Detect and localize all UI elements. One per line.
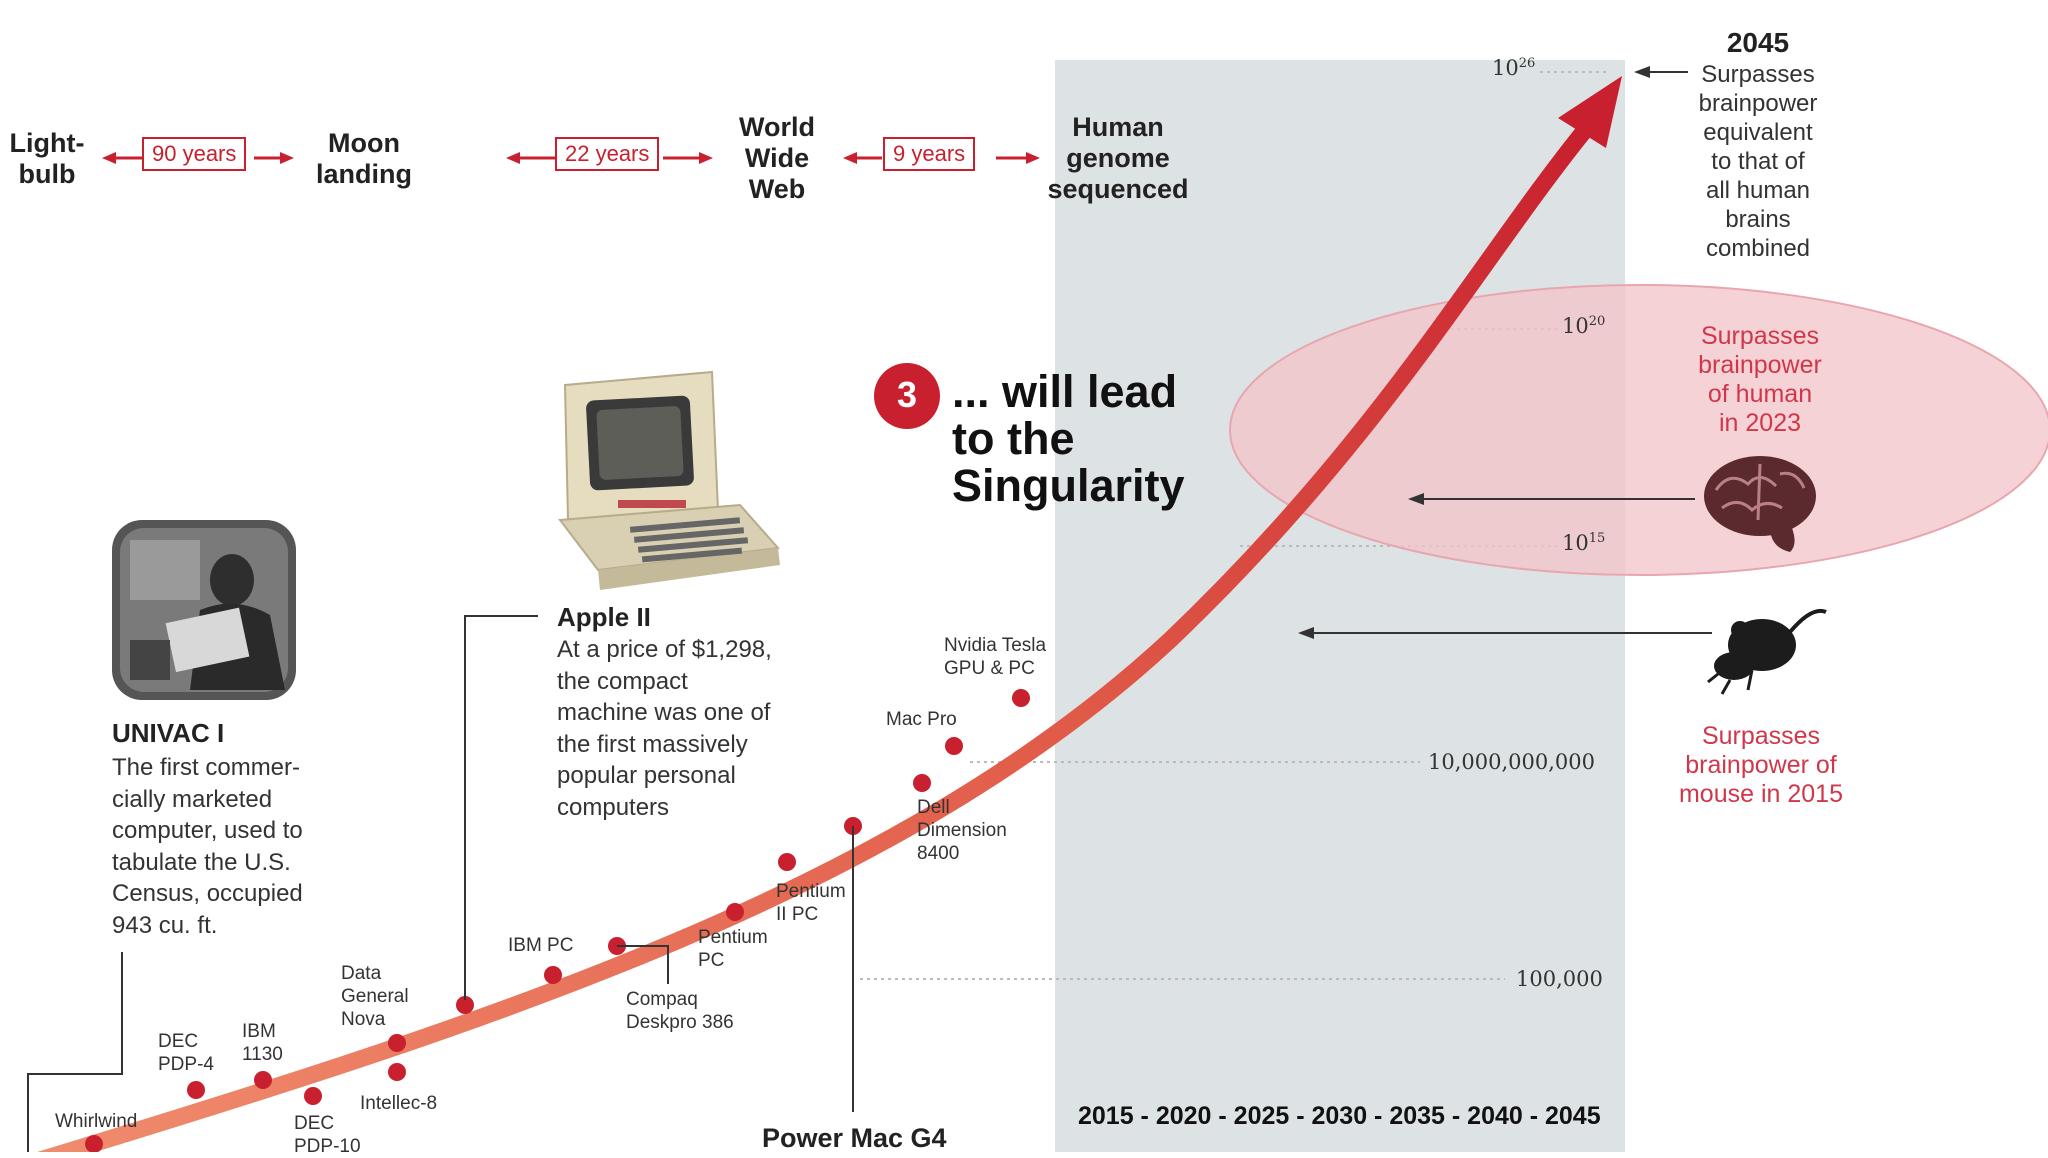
label-pentium-pc: Pentium PC [698, 927, 768, 971]
label-data-general-nova: Data General Nova [341, 963, 409, 1030]
label-whirlwind: Whirlwind [55, 1111, 138, 1132]
data-points [85, 689, 1030, 1152]
milestone-moon-landing: Moon landing [316, 128, 412, 189]
axis-label-ten-billion: 10,000,000,000 [1428, 750, 1595, 774]
human-brain-zone [1229, 284, 2048, 576]
note-human-brainpower: Surpasses brainpower of human in 2023 [1698, 322, 1822, 437]
year-2045-heading: 2045 [1726, 27, 1790, 58]
callout-number: 3 [896, 374, 918, 415]
point-whirlwind [85, 1135, 103, 1152]
interval-9-years: 9 years [883, 137, 976, 171]
point-dec-pdp-10 [304, 1087, 322, 1105]
note-mouse-brainpower: Surpasses brainpower of mouse in 2015 [1678, 722, 1843, 808]
univac-title: UNIVAC I [112, 718, 225, 748]
milestone-arrows [102, 152, 1040, 164]
point-ibm-pc [544, 966, 562, 984]
point-dec-pdp-4 [187, 1081, 205, 1099]
growth-curve [37, 121, 1594, 1152]
axis-label-hundred-thousand: 100,000 [1516, 967, 1603, 991]
point-pentium-pc [726, 903, 744, 921]
label-dell-dimension-8400: Dell Dimension 8400 [917, 797, 1007, 864]
point-data-general-nova [388, 1034, 406, 1052]
univac-photo [112, 520, 296, 700]
axis-label-1e26: 1026 [1492, 56, 1536, 80]
label-mac-pro: Mac Pro [886, 709, 957, 730]
callout-circle [874, 363, 940, 429]
point-dell-dimension [913, 774, 931, 792]
point-ibm-1130 [254, 1071, 272, 1089]
point-nvidia-tesla [1012, 689, 1030, 707]
univac-description: The first commer- cially marketed comput… [112, 754, 303, 939]
interval-90-years: 90 years [142, 137, 247, 171]
note-all-human-brains: Surpasses brainpower equivalent to that … [1698, 61, 1818, 262]
mouse-icon [1707, 609, 1827, 695]
label-power-mac-g4: Power Mac G4 [762, 1123, 947, 1153]
label-ibm-1130: IBM 1130 [242, 1021, 283, 1065]
axis-label-1e15: 1015 [1562, 531, 1606, 555]
label-nvidia-tesla: Nvidia Tesla GPU & PC [944, 635, 1047, 679]
label-intellec-8: Intellec-8 [360, 1093, 438, 1114]
brain-icon [1704, 456, 1816, 552]
year-axis-labels: 2015 - 2020 - 2025 - 2030 - 2035 - 2040 … [1078, 1102, 1601, 1130]
apple-ii-description: At a price of $1,298, the compact machin… [557, 636, 772, 821]
milestone-lightbulb: Light- bulb [9, 128, 85, 189]
label-ibm-pc: IBM PC [508, 935, 574, 956]
axis-label-1e20: 1020 [1562, 314, 1606, 338]
pointer-arrows [1298, 66, 1712, 639]
apple-ii-image [558, 370, 781, 590]
leader-lines [27, 615, 854, 1152]
future-band [1055, 60, 1625, 1152]
point-pentium-ii-pc [778, 853, 796, 871]
callout-singularity-text: ... will lead to the Singularity [952, 366, 1185, 511]
milestone-world-wide-web: World Wide Web [739, 112, 815, 204]
interval-22-years: 22 years [555, 137, 660, 171]
point-apple-ii [456, 996, 474, 1014]
point-intellec-8 [388, 1063, 406, 1081]
growth-curve-arrowhead [1558, 76, 1622, 148]
milestone-human-genome: Human genome sequenced [1047, 112, 1189, 204]
label-compaq-deskpro-386: Compaq Deskpro 386 [626, 989, 734, 1033]
label-dec-pdp-4: DEC PDP-4 [158, 1031, 214, 1075]
point-mac-pro [945, 737, 963, 755]
label-dec-pdp-10: DEC PDP-10 [294, 1113, 361, 1157]
apple-ii-title: Apple II [557, 602, 651, 632]
label-pentium-ii-pc: Pentium II PC [776, 881, 846, 925]
